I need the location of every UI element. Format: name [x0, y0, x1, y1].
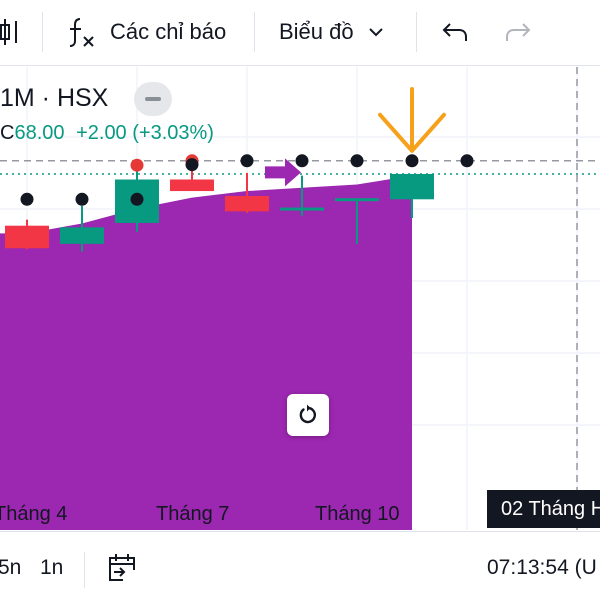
dot-marker — [130, 192, 144, 206]
dot-marker-red — [130, 158, 144, 172]
price-chart[interactable] — [0, 67, 600, 530]
toolbar-separator — [42, 12, 43, 52]
legend-close-value: 68.00 — [14, 122, 65, 144]
top-toolbar: Các chỉ báo Biểu đồ — [0, 0, 600, 66]
candle-body-down — [5, 225, 49, 249]
candles-chart-type-icon[interactable] — [0, 0, 22, 64]
candle-body-up — [60, 227, 104, 244]
chart-type-label: Biểu đồ — [279, 19, 354, 44]
indicators-button[interactable]: Các chỉ báo — [66, 0, 226, 64]
time-axis-label: Tháng 7 — [156, 503, 230, 525]
dot-series — [20, 154, 474, 206]
legend-symbol[interactable]: 1M · HSX — [0, 84, 109, 112]
function-icon — [66, 15, 96, 49]
legend-change: +2.00 (+3.03%) — [76, 122, 214, 144]
area-fill — [0, 175, 412, 530]
candle-body-up — [280, 207, 324, 211]
area-series — [0, 175, 412, 530]
reset-chart-button[interactable] — [287, 394, 329, 436]
dot-marker — [350, 154, 364, 168]
dot-marker — [20, 192, 34, 206]
bottom-separator — [84, 552, 85, 588]
candle-body-up — [390, 174, 434, 200]
legend-collapse-button[interactable] — [134, 82, 172, 116]
go-to-date-icon[interactable] — [106, 552, 138, 590]
dot-marker — [460, 154, 474, 168]
range-1n-button[interactable]: 1n — [40, 556, 64, 579]
candle-body-down — [225, 196, 269, 212]
redo-icon[interactable] — [504, 0, 532, 64]
dot-marker — [405, 154, 419, 168]
chevron-down-icon — [368, 27, 384, 37]
undo-icon[interactable] — [441, 0, 469, 64]
crosshair-date-label: 02 Tháng H — [487, 490, 600, 528]
toolbar-separator — [254, 12, 255, 52]
indicators-label: Các chỉ báo — [110, 19, 227, 44]
dot-marker — [75, 192, 89, 206]
candle-body-up — [335, 198, 379, 202]
time-axis-label: Tháng 10 — [315, 503, 400, 525]
reset-icon — [296, 403, 320, 427]
range-5n-button[interactable]: 5n — [0, 556, 22, 579]
clock-timezone[interactable]: 07:13:54 (U — [487, 556, 597, 579]
annotations — [265, 87, 446, 187]
dot-marker — [185, 158, 199, 172]
candle-body-down — [170, 179, 214, 192]
dot-marker — [295, 154, 309, 168]
candle-series — [5, 165, 434, 252]
chart-pane[interactable] — [0, 67, 600, 530]
time-axis-label: Tháng 4 — [0, 503, 68, 525]
chart-type-dropdown[interactable]: Biểu đồ — [279, 0, 384, 64]
legend-values: C68.00 +2.00 (+3.03%) — [0, 122, 214, 145]
annotation-arrow-head — [378, 112, 446, 153]
toolbar-separator — [416, 12, 417, 52]
signal-arrow-icon — [265, 158, 301, 187]
bottom-toolbar: 5n 1n 07:13:54 (U — [0, 531, 600, 600]
dot-marker — [240, 154, 254, 168]
legend-close-label: C — [0, 122, 15, 144]
